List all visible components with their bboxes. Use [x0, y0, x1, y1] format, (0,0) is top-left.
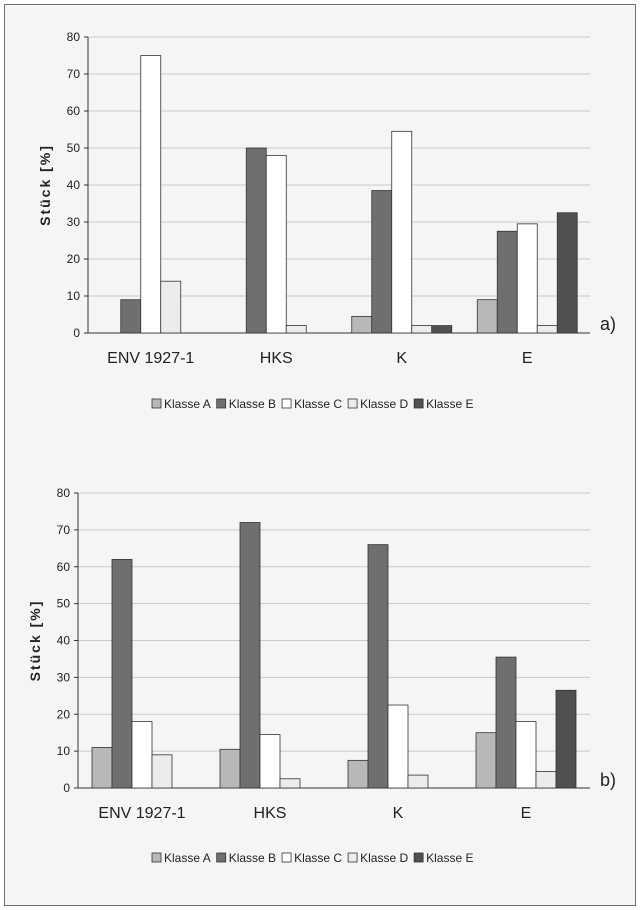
x-category-label: E: [521, 805, 532, 822]
legend-swatch-klasse-a: [151, 852, 162, 863]
panel-label: a): [600, 314, 616, 334]
bar-klasse-b: [120, 299, 142, 334]
bar-klasse-b: [371, 190, 393, 334]
x-category-label: HKS: [260, 350, 293, 367]
y-tick-label: 70: [67, 67, 81, 81]
legend-swatch-klasse-c: [281, 398, 292, 409]
bar-klasse-c: [515, 721, 537, 789]
y-tick-label: 80: [57, 486, 71, 500]
legend-swatch-klasse-d: [347, 852, 358, 863]
bar-klasse-d: [411, 325, 433, 334]
bar-klasse-a: [91, 747, 113, 789]
legend-label-klasse-c: Klasse C: [294, 397, 342, 411]
y-tick-label: 30: [67, 215, 81, 229]
bar-klasse-d: [535, 771, 557, 789]
y-tick-label: 20: [57, 707, 71, 721]
bar-klasse-b: [495, 656, 517, 789]
bar-klasse-d: [160, 280, 182, 334]
legend-label-klasse-a: Klasse A: [164, 851, 211, 865]
y-tick-label: 60: [67, 104, 81, 118]
bar-klasse-d: [407, 774, 429, 789]
x-category-label: K: [396, 350, 407, 367]
bar-klasse-b: [239, 522, 261, 789]
bar-klasse-d: [151, 754, 173, 789]
y-tick-label: 40: [57, 634, 71, 648]
bar-klasse-b: [496, 230, 518, 334]
bar-klasse-b: [367, 544, 389, 789]
bar-klasse-c: [516, 223, 538, 334]
bar-klasse-a: [475, 732, 497, 789]
chart-b: 0 10 20 30 40 50 60 70 80 ENV 1927-1 HKS K E Stück [%…: [27, 486, 616, 865]
y-tick-label: 30: [57, 670, 71, 684]
bar-klasse-c: [265, 154, 287, 334]
legend-label-klasse-d: Klasse D: [360, 851, 408, 865]
y-axis-label: Stück [%]: [37, 144, 53, 226]
bar-klasse-b: [111, 558, 133, 789]
chart-a: 0 10 20 30 40 50 60 70 80 ENV 1927-1 HKS K E Stück [%…: [37, 30, 616, 411]
bar-klasse-a: [351, 315, 373, 334]
bar-klasse-a: [476, 299, 498, 334]
legend-label-klasse-a: Klasse A: [164, 397, 211, 411]
legend-swatch-klasse-c: [281, 852, 292, 863]
y-tick-label: 50: [67, 141, 81, 155]
legend-swatch-klasse-b: [216, 852, 227, 863]
legend-label-klasse-e: Klasse E: [426, 851, 473, 865]
x-category-label: K: [393, 805, 404, 822]
x-category-label: ENV 1927-1: [107, 350, 194, 367]
y-tick-label: 80: [67, 30, 81, 44]
y-tick-label: 70: [57, 523, 71, 537]
bar-klasse-d: [536, 325, 558, 334]
bar-klasse-d: [285, 325, 307, 334]
bar-klasse-c: [131, 721, 153, 789]
bar-klasse-c: [259, 734, 281, 789]
bar-klasse-c: [391, 130, 413, 334]
bar-klasse-c: [387, 704, 409, 789]
bar-klasse-b: [245, 147, 267, 334]
x-category-label: ENV 1927-1: [98, 805, 185, 822]
y-tick-label: 10: [57, 744, 71, 758]
legend-swatch-klasse-d: [347, 398, 358, 409]
bar-klasse-e: [555, 689, 577, 789]
legend-swatch-klasse-e: [413, 398, 424, 409]
x-category-label: HKS: [254, 805, 287, 822]
legend-label-klasse-d: Klasse D: [360, 397, 408, 411]
y-tick-label: 20: [67, 252, 81, 266]
y-tick-label: 40: [67, 178, 81, 192]
legend-label-klasse-c: Klasse C: [294, 851, 342, 865]
bar-klasse-e: [556, 212, 578, 334]
legend-swatch-klasse-b: [216, 398, 227, 409]
y-tick-label: 50: [57, 597, 71, 611]
bar-klasse-a: [219, 748, 241, 789]
legend-swatch-klasse-e: [413, 852, 424, 863]
bar-klasse-e: [431, 325, 453, 334]
bar-klasse-d: [279, 778, 301, 789]
legend-label-klasse-b: Klasse B: [229, 851, 276, 865]
y-axis-label: Stück [%]: [27, 600, 43, 682]
legend-label-klasse-e: Klasse E: [426, 397, 473, 411]
y-tick-label: 60: [57, 560, 71, 574]
y-tick-label: 0: [73, 326, 80, 340]
legend-label-klasse-b: Klasse B: [229, 397, 276, 411]
panel-label: b): [600, 770, 616, 790]
x-category-label: E: [522, 350, 533, 367]
bar-klasse-c: [140, 55, 162, 334]
y-tick-label: 0: [63, 781, 70, 795]
legend-swatch-klasse-a: [151, 398, 162, 409]
y-tick-label: 10: [67, 289, 81, 303]
bar-klasse-a: [347, 759, 369, 789]
